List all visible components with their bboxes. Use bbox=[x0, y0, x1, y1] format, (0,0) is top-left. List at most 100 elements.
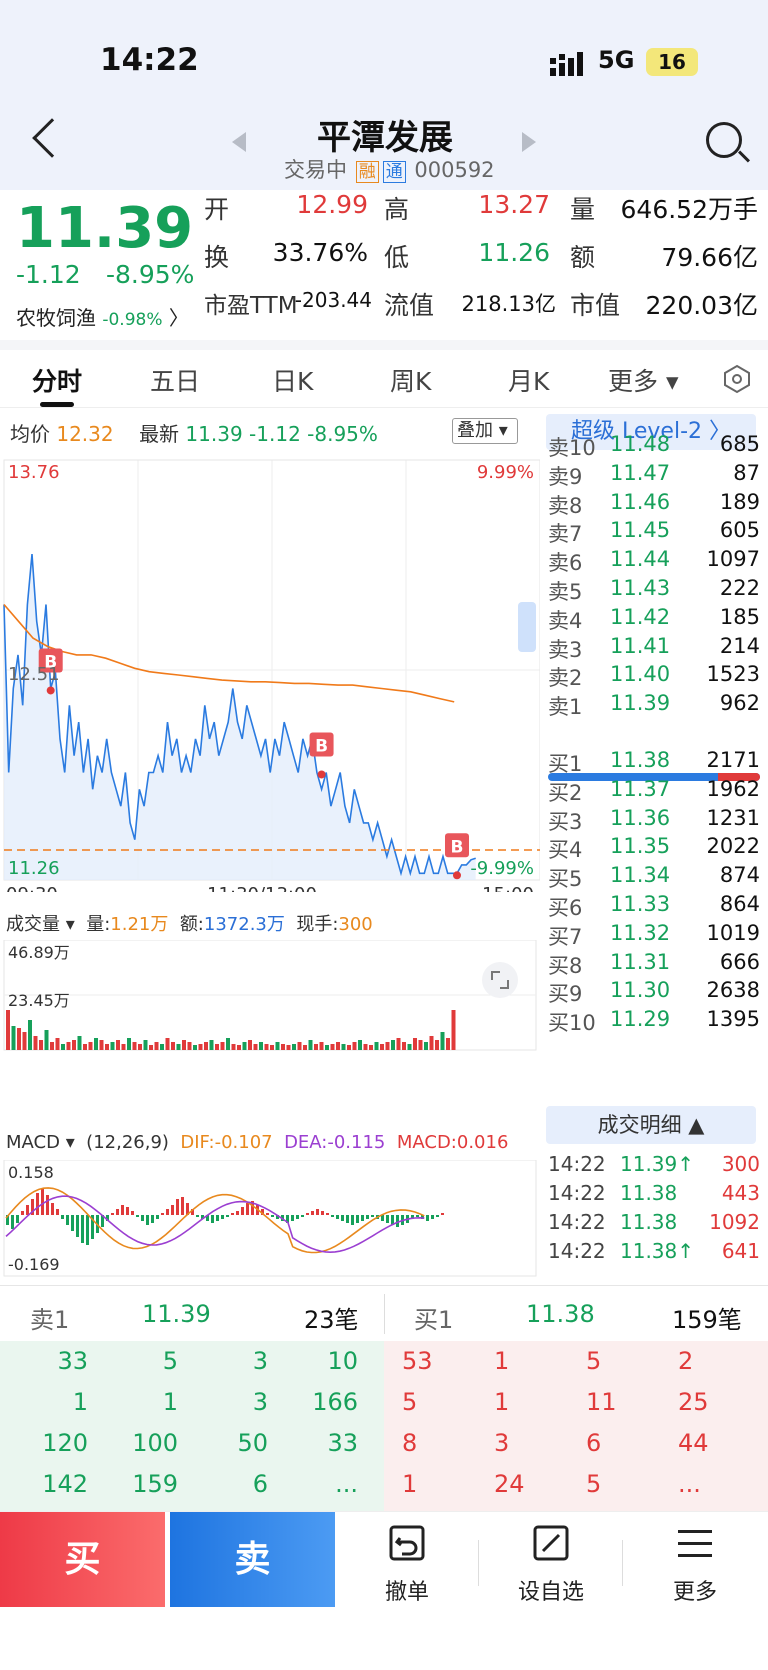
volume-bar bbox=[440, 1032, 445, 1050]
volume-bar bbox=[61, 1044, 65, 1050]
ask-row[interactable]: 卖1 11.39 962 bbox=[548, 691, 760, 721]
tab-five-day[interactable]: 五日 bbox=[150, 367, 201, 396]
trade-time: 14:22 bbox=[548, 1210, 606, 1234]
queue-order: ... bbox=[678, 1470, 701, 1498]
volume-bar bbox=[374, 1042, 379, 1050]
ask-row[interactable]: 卖10 11.48 685 bbox=[548, 432, 760, 462]
macd-bar bbox=[296, 1215, 299, 1219]
macd-selector[interactable]: MACD bbox=[6, 1132, 60, 1153]
ask-row[interactable]: 卖5 11.43 222 bbox=[548, 576, 760, 606]
sector-link[interactable]: 农牧饲渔 -0.98% 〉 bbox=[16, 302, 189, 331]
tab-more[interactable]: 更多 ▾ bbox=[608, 367, 679, 396]
queue-buy-label: 买1 bbox=[414, 1306, 454, 1334]
overlay-button[interactable]: 叠加 ▾ bbox=[452, 418, 518, 444]
sell-button[interactable]: 卖 bbox=[170, 1512, 335, 1607]
bid-volume: 1019 bbox=[706, 920, 760, 945]
macd-bar bbox=[236, 1211, 239, 1215]
ask-row[interactable]: 卖8 11.46 189 bbox=[548, 490, 760, 520]
add-watchlist-button[interactable]: 设自选 bbox=[486, 1512, 616, 1607]
bid-row[interactable]: 买6 11.33 864 bbox=[548, 892, 760, 922]
next-stock-icon[interactable] bbox=[522, 132, 536, 152]
price-change: -1.12 bbox=[16, 260, 81, 289]
price-line bbox=[3, 554, 476, 877]
trade-detail-header[interactable]: 成交明细 ▲ bbox=[546, 1106, 756, 1144]
bid-row[interactable]: 买1 11.38 2171 bbox=[548, 748, 760, 778]
volume-indicator-row: 成交量 ▾ 量:1.21万 额:1372.3万 现手:300 bbox=[6, 914, 373, 935]
macd-chart-svg: 0.158 -0.169 bbox=[3, 1160, 537, 1277]
macd-bar bbox=[441, 1213, 444, 1215]
queue-order: 33 bbox=[57, 1347, 88, 1375]
tab-monthly-k[interactable]: 月K bbox=[508, 367, 550, 396]
volume-bar bbox=[50, 1042, 54, 1050]
ask-price: 11.43 bbox=[610, 576, 671, 600]
bid-row[interactable]: 买4 11.35 2022 bbox=[548, 834, 760, 864]
macd-bar bbox=[26, 1205, 29, 1215]
volume-bar bbox=[6, 1010, 10, 1050]
volume-bar bbox=[88, 1042, 93, 1050]
bid-row[interactable]: 买10 11.29 1395 bbox=[548, 1007, 760, 1037]
ask-row[interactable]: 卖4 11.42 185 bbox=[548, 605, 760, 635]
macd-bar bbox=[171, 1205, 174, 1215]
macd-params: (12,26,9) bbox=[86, 1132, 169, 1153]
level2-button[interactable]: 超级 Level-2 〉 bbox=[546, 414, 756, 450]
open-value: 12.99 bbox=[296, 190, 368, 219]
prev-stock-icon[interactable] bbox=[232, 132, 246, 152]
queue-sell-price: 11.39 bbox=[142, 1300, 211, 1328]
volume-bar bbox=[336, 1042, 340, 1050]
bid-row[interactable]: 买2 11.37 1962 bbox=[548, 777, 760, 807]
settings-icon[interactable] bbox=[722, 364, 752, 394]
tab-daily-k[interactable]: 日K bbox=[272, 367, 314, 396]
macd-bar bbox=[91, 1215, 94, 1239]
volume-bar bbox=[264, 1044, 269, 1050]
latest-change: -1.12 bbox=[249, 422, 301, 446]
volume-bar bbox=[330, 1044, 335, 1050]
vol-label: 量: bbox=[86, 914, 111, 935]
cancel-order-label: 撤单 bbox=[384, 1580, 429, 1605]
cancel-order-button[interactable]: 撤单 bbox=[342, 1512, 472, 1607]
macd-bar bbox=[301, 1215, 304, 1217]
macd-bar bbox=[431, 1215, 434, 1219]
turnover-label: 换 bbox=[204, 243, 230, 272]
volume-bar bbox=[451, 1010, 456, 1050]
queue-order: 5 bbox=[586, 1347, 602, 1375]
sector-pct: -0.98% bbox=[102, 310, 163, 330]
queue-header: 卖1 11.39 23笔 买1 11.38 159笔 bbox=[0, 1285, 768, 1341]
bid-row[interactable]: 买9 11.30 2638 bbox=[548, 978, 760, 1008]
trade-price: 11.38↑ bbox=[620, 1239, 695, 1263]
volume-bar bbox=[39, 1040, 43, 1050]
ask-row[interactable]: 卖3 11.41 214 bbox=[548, 634, 760, 664]
buy-button[interactable]: 买 bbox=[0, 1512, 165, 1607]
search-icon[interactable] bbox=[706, 122, 742, 158]
volume-bar bbox=[182, 1040, 186, 1050]
back-icon[interactable] bbox=[32, 118, 72, 158]
bid-row[interactable]: 买5 11.34 874 bbox=[548, 863, 760, 893]
macd-bar bbox=[266, 1213, 269, 1215]
more-button[interactable]: 更多 bbox=[630, 1512, 760, 1607]
ask-volume: 222 bbox=[719, 576, 760, 600]
bid-row[interactable]: 买3 11.36 1231 bbox=[548, 806, 760, 836]
ask-row[interactable]: 卖9 11.47 87 bbox=[548, 461, 760, 491]
chart-info-row: 均价 12.32 最新 11.39 -1.12 -8.95% bbox=[10, 418, 378, 447]
volume-bar bbox=[363, 1044, 368, 1050]
tab-weekly-k[interactable]: 周K bbox=[390, 367, 432, 396]
buy-marker-label: B bbox=[44, 652, 57, 672]
tab-intraday[interactable]: 分时 bbox=[32, 367, 83, 396]
bid-row[interactable]: 买8 11.31 666 bbox=[548, 950, 760, 980]
volume-bar bbox=[303, 1045, 307, 1050]
ask-row[interactable]: 卖2 11.40 1523 bbox=[548, 662, 760, 692]
ask-row[interactable]: 卖6 11.44 1097 bbox=[548, 547, 760, 577]
queue-order: 120 bbox=[42, 1429, 88, 1457]
macd-bar bbox=[101, 1215, 104, 1227]
trade-time: 14:22 bbox=[548, 1239, 606, 1263]
bid-level: 买8 bbox=[548, 953, 583, 978]
ask-row[interactable]: 卖7 11.45 605 bbox=[548, 518, 760, 548]
order-book: 超级 Level-2 〉 卖10 11.48 685 卖9 11.47 87 卖8 11.46… bbox=[540, 410, 768, 1280]
queue-order: 142 bbox=[42, 1470, 88, 1498]
volume-selector[interactable]: 成交量 bbox=[6, 914, 60, 935]
bid-level: 买4 bbox=[548, 838, 583, 863]
bid-row[interactable]: 买7 11.32 1019 bbox=[548, 921, 760, 951]
macd-bar bbox=[241, 1207, 244, 1215]
ask-volume: 185 bbox=[719, 604, 760, 629]
volume-bar bbox=[446, 1038, 450, 1050]
